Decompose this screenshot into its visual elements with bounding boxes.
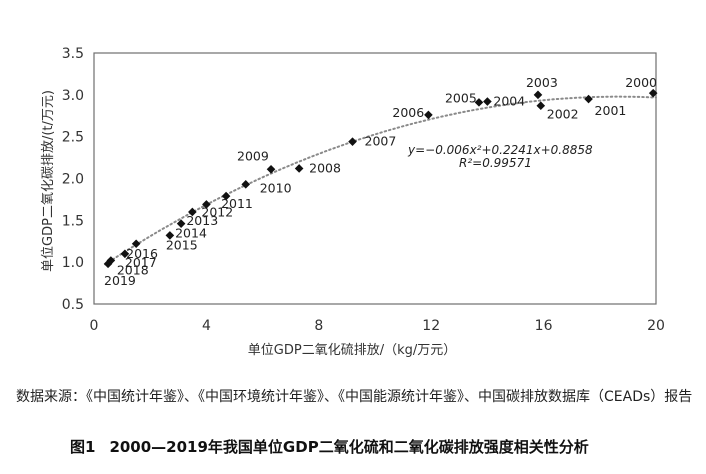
y-tick-label: 0.5 [62,297,84,313]
data-label-2019: 2019 [104,273,136,288]
x-tick-label: 12 [422,318,440,334]
data-point-2019 [103,259,113,269]
data-label-2011: 2011 [221,196,253,211]
data-point-2004 [483,97,492,106]
data-point-2015 [165,231,175,240]
data-point-2002 [536,101,546,111]
axes: 0 4 8 12 16 20 0.5 1.0 1.5 2.0 2.5 3.0 3.5 [62,46,665,334]
data-label-2017: 2017 [125,255,157,270]
figure-title: 2000—2019年我国单位GDP二氧化硫和二氧化碳排放强度相关性分析 [109,438,589,456]
data-point-2001 [584,94,593,104]
data-label-2007: 2007 [365,134,397,149]
y-tick-label: 3.5 [62,46,84,62]
data-label-2010: 2010 [260,180,292,195]
data-point-2006 [424,110,433,120]
data-label-2004: 2004 [493,94,525,109]
data-point-2005 [474,98,484,107]
data-point-2008 [294,164,304,173]
data-label-2001: 2001 [595,103,627,118]
data-label-2006: 2006 [392,105,424,120]
data-source-note: 数据来源：《中国统计年鉴》、《中国环境统计年鉴》、《中国能源统计年鉴》、中国碳排… [16,389,693,405]
data-point-2000 [648,88,658,98]
y-tick-label: 3.0 [62,88,84,104]
y-tick-label: 2.5 [62,130,84,146]
figure-caption: 图1 2000—2019年我国单位GDP二氧化硫和二氧化碳排放强度相关性分析 [0,436,706,457]
x-tick-label: 20 [647,318,665,334]
x-tick-label: 16 [535,318,553,334]
data-label-2014: 2014 [175,226,207,241]
y-axis-title: 单位GDP二氧化碳排放/(t/万元) [41,90,56,272]
data-label-2013: 2013 [186,213,218,228]
y-tick-label: 1.5 [62,213,84,229]
data-point-2017 [120,249,130,259]
data-label-2000: 2000 [625,75,657,90]
trend-r-squared: R²=0.99571 [459,156,532,170]
x-axis-title: 单位GDP二氧化硫排放/（kg/万元） [248,343,456,358]
scatter-chart: 0 4 8 12 16 200.51.01.52.02.53.03.5 200020012… [41,46,665,358]
y-tick-label: 1.0 [62,255,84,271]
figure-number: 图1 [70,438,96,456]
data-point-2011 [221,191,231,201]
plot-frame [93,52,657,305]
data-label-2018: 2018 [117,262,149,277]
data-point-2013 [188,207,197,217]
data-label-2016: 2016 [126,246,158,261]
trend-line [104,95,657,266]
data-label-2005: 2005 [445,90,477,105]
data-label-2008: 2008 [309,160,341,175]
trend-equation: y=−0.006x²+0.2241x+0.8858 [407,143,593,157]
data-label-2009: 2009 [237,148,269,163]
x-tick-label: 8 [314,318,323,334]
data-point-2009 [266,164,276,174]
x-tick-label: 4 [202,318,211,334]
data-label-2015: 2015 [166,237,198,252]
data-point-2010 [241,180,251,189]
data-point-2007 [348,137,357,146]
data-label-2002: 2002 [547,107,579,122]
data-point-2014 [176,219,186,228]
y-tick-label: 2.0 [62,172,84,188]
data-point-2016 [131,239,141,249]
data-point-2012 [202,200,211,209]
x-tick-label: 0 [90,318,99,334]
data-label-2003: 2003 [526,75,558,90]
data-point-2003 [533,90,543,100]
data-label-2012: 2012 [201,204,233,219]
